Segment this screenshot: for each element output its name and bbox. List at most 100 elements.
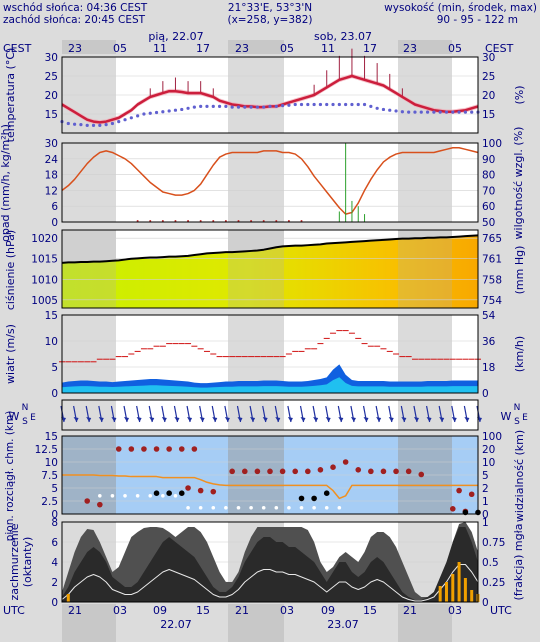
- cloud-top-dot: [241, 468, 248, 475]
- cloud-top-dot: [197, 487, 204, 494]
- wind-y2label: (km/h): [513, 336, 526, 372]
- wind-arrowhead: [451, 417, 457, 422]
- ytick-humidity: 24: [45, 154, 59, 166]
- dewpoint-point: [419, 110, 423, 114]
- ytick-cloudcover: 4: [51, 557, 58, 569]
- ytick-clouds: 12.5: [35, 444, 58, 456]
- cloud-low-dot: [110, 494, 115, 498]
- y2tick-humidity: 90: [482, 154, 495, 166]
- wind-arrowhead: [426, 417, 432, 422]
- dewpoint-point: [249, 105, 253, 109]
- winddir-n-left: N: [22, 403, 29, 413]
- ytick-temperature: 15: [45, 109, 58, 121]
- bottom-night-band: [398, 604, 452, 642]
- cloud-top-dot: [456, 487, 462, 494]
- ytick-clouds: 15: [45, 431, 58, 443]
- wind-arrowhead: [86, 417, 92, 422]
- cloud-top-dot: [468, 491, 475, 498]
- dewpoint-point: [463, 110, 467, 114]
- y2tick-temperature: 15: [482, 109, 495, 121]
- dewpoint-point: [287, 103, 291, 107]
- dewpoint-point: [375, 106, 379, 110]
- night-band-humidity: [398, 143, 452, 222]
- dewpoint-point: [306, 102, 310, 107]
- top-hour-label: 05: [113, 42, 127, 55]
- wind-arrowhead: [224, 417, 230, 422]
- y2tick-pressure: 761: [482, 254, 502, 266]
- wind-arrowhead: [388, 417, 394, 422]
- top-hour-label: 11: [153, 42, 167, 55]
- y2tick-humidity: 100: [482, 138, 502, 150]
- coords-label: 21°33'E, 53°3'N: [227, 2, 313, 14]
- bottom-tz-right: UTC: [490, 604, 512, 617]
- fog-bar: [457, 562, 461, 602]
- dewpoint-point: [255, 105, 259, 109]
- cloud-top-dot: [115, 446, 122, 452]
- cloud-top-dot: [210, 488, 217, 495]
- humidity-ylabel: opad (mm/h, kg/m²h): [0, 124, 12, 242]
- ytick-pressure: 1010: [31, 274, 58, 286]
- ytick-humidity: 6: [51, 201, 58, 213]
- ytick-humidity: 0: [51, 217, 58, 229]
- ytick-wind: 5: [51, 362, 58, 374]
- cloud-low-dot: [135, 494, 140, 498]
- y2tick-temperature: 25: [482, 71, 495, 83]
- dewpoint-point: [98, 123, 102, 127]
- dewpoint-point: [161, 110, 165, 114]
- cloud-base-dot: [311, 495, 317, 502]
- wind-ylabel: wiatr (m/s): [4, 324, 17, 384]
- pressure-ylabel: ciśnienie (hPa): [4, 230, 17, 310]
- cloud-top-dot: [128, 446, 135, 452]
- cloud-low-dot: [274, 505, 279, 510]
- cloud-top-dot: [393, 468, 399, 475]
- elevation-label: wysokość (min, środek, max): [384, 2, 537, 14]
- dewpoint-point: [369, 104, 373, 108]
- wind-arrowhead: [439, 417, 445, 422]
- ytick-wind: 0: [51, 388, 58, 400]
- night-band-wind: [228, 315, 284, 393]
- cloud-low-dot: [312, 505, 316, 510]
- cloud-top-dot: [185, 485, 191, 491]
- top-tz-left: CEST: [3, 42, 32, 55]
- dewpoint-point: [432, 110, 436, 114]
- top-night-band: [228, 40, 284, 54]
- winddir-w-right: W: [501, 410, 512, 423]
- dewpoint-point: [325, 102, 329, 107]
- wind-arrowhead: [325, 417, 331, 422]
- dewpoint-point: [243, 105, 247, 109]
- ytick-clouds: 0: [51, 509, 58, 521]
- cloudcover-low: [62, 527, 478, 602]
- fog-bar: [444, 582, 448, 602]
- pressure-y2label: (mm Hg): [513, 246, 526, 295]
- bottom-hour-label: 03: [280, 604, 294, 617]
- y2tick-clouds: 5: [482, 470, 489, 482]
- y2tick-humidity: 60: [482, 201, 495, 213]
- panel-frame-pressure: [61, 229, 479, 309]
- cloud-top-dot: [449, 506, 456, 512]
- dewpoint-point: [394, 109, 398, 113]
- wind-arrowhead: [401, 417, 407, 422]
- dewpoint-point: [173, 108, 178, 112]
- wind-arrowhead: [338, 417, 344, 422]
- top-night-band: [398, 40, 452, 54]
- night-band-winddir: [398, 400, 452, 430]
- y2tick-humidity: 70: [482, 185, 495, 197]
- dewpoint-point: [413, 110, 417, 114]
- dewpoint-point: [444, 110, 449, 114]
- bottom-hour-label: 21: [68, 604, 82, 617]
- y2tick-pressure: 758: [482, 274, 502, 286]
- cloud-top-dot: [84, 498, 91, 504]
- panel-frame-temperature: [61, 56, 479, 134]
- winddir-s-right: S: [514, 417, 520, 427]
- y2tick-cloudcover: 0.25: [482, 577, 505, 589]
- dewpoint-point: [129, 116, 133, 120]
- y2tick-clouds: 10: [482, 457, 495, 469]
- cloud-base-dot: [178, 490, 185, 497]
- wind-arrowhead: [413, 417, 419, 422]
- dewpoint-point: [400, 110, 404, 114]
- dewpoint-point: [123, 118, 127, 122]
- cloud-top-dot: [355, 467, 362, 473]
- ytick-wind: 10: [45, 336, 58, 348]
- dewpoint-point: [438, 110, 442, 114]
- wind-arrowhead: [111, 417, 117, 422]
